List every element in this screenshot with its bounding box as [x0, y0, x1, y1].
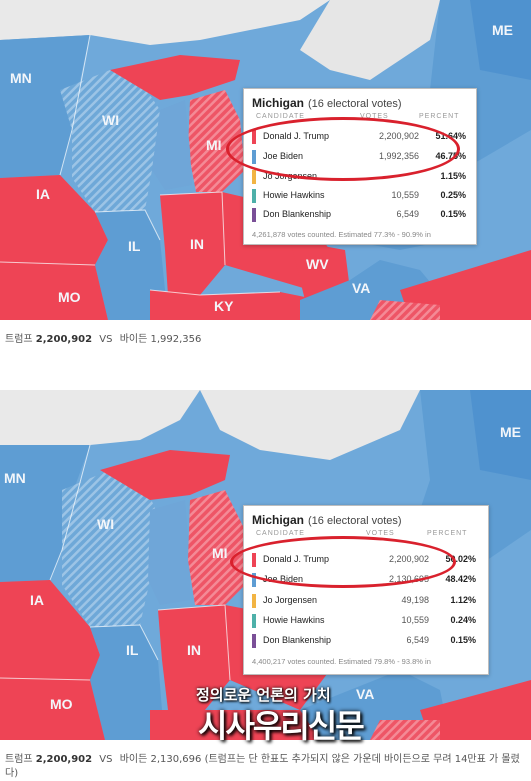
candidate-votes: 10,559: [401, 615, 429, 625]
caption-biden-label: 바이든: [119, 754, 148, 765]
candidate-percent: 48.42%: [445, 574, 476, 584]
candidate-votes: 6,549: [406, 635, 429, 645]
color-swatch: [252, 634, 256, 648]
header-votes: VOTES: [366, 530, 395, 537]
caption-trump-label: 트럼프: [5, 754, 33, 765]
state-name: Michigan: [252, 513, 305, 527]
state-label-mo: MO: [58, 289, 81, 305]
popup-footer: 4,400,217 votes counted. Estimated 79.8%…: [252, 657, 431, 666]
state-label-mn: MN: [10, 70, 32, 86]
state-label-me: ME: [500, 424, 521, 440]
state-label-ky: KY: [214, 298, 234, 314]
map-screenshot-2: MN WI MI IA IL IN MO VA ME Michigan (16 e…: [0, 390, 531, 740]
state-label-mo: MO: [50, 696, 73, 712]
state-label-va: VA: [356, 686, 375, 702]
results-popup-2: Michigan (16 electoral votes) CANDIDATE V…: [243, 505, 489, 675]
header-candidate: CANDIDATE: [256, 113, 305, 120]
candidate-percent: 1.12%: [450, 595, 476, 605]
caption-note: (트럼프는 단 한표도 추가되지 않은 가운데 바이든으로 무려 14만표 가 …: [5, 754, 520, 779]
highlight-oval: [230, 536, 456, 588]
caption-trump-votes: 2,200,902: [35, 754, 93, 765]
state-label-va: VA: [352, 280, 371, 296]
candidate-name: Howie Hawkins: [263, 615, 325, 625]
color-swatch: [252, 594, 256, 608]
candidate-name: Don Blankenship: [263, 635, 332, 645]
state-label-il: IL: [126, 642, 139, 658]
candidate-name: Howie Hawkins: [263, 190, 325, 200]
candidate-row-blankenship: Don Blankenship 6,549 0.15%: [252, 633, 480, 649]
candidate-row-hawkins: Howie Hawkins 10,559 0.25%: [252, 188, 470, 204]
caption-biden-votes: 1,992,356: [150, 334, 202, 345]
candidate-row-blankenship: Don Blankenship 6,549 0.15%: [252, 207, 470, 223]
candidate-name: Don Blankenship: [263, 209, 332, 219]
electoral-votes: (16 electoral votes): [308, 515, 402, 527]
caption-biden-label: 바이든: [119, 334, 148, 345]
watermark-name: 시사우리신문: [198, 707, 365, 745]
watermark-tagline: 정의로운 언론의 가치: [196, 686, 331, 704]
color-swatch: [252, 189, 256, 203]
candidate-row-jorgensen: Jo Jorgensen 49,198 1.12%: [252, 593, 480, 609]
caption-vs: VS: [99, 754, 113, 765]
caption-trump-votes: 2,200,902: [35, 334, 93, 345]
state-label-mi: MI: [212, 545, 228, 561]
caption-vs: VS: [99, 334, 113, 345]
candidate-percent: 0.25%: [440, 190, 466, 200]
candidate-percent: 0.15%: [440, 209, 466, 219]
candidate-name: Jo Jorgensen: [263, 595, 318, 605]
map-screenshot-1: MN WI MI IA IL IN WV MO KY VA ME Michiga…: [0, 0, 531, 320]
candidate-row-hawkins: Howie Hawkins 10,559 0.24%: [252, 613, 480, 629]
caption-biden-votes: 2,130,696: [150, 754, 202, 765]
color-swatch: [252, 573, 256, 587]
state-label-il: IL: [128, 238, 141, 254]
header-percent: PERCENT: [427, 530, 468, 537]
candidate-percent: 0.15%: [450, 635, 476, 645]
header-percent: PERCENT: [419, 113, 460, 120]
candidate-votes: 10,559: [391, 190, 419, 200]
candidate-percent: 1.15%: [440, 171, 466, 181]
candidate-votes: 6,549: [396, 209, 419, 219]
state-label-wv: WV: [306, 256, 329, 272]
state-label-in: IN: [190, 236, 204, 252]
header-votes: VOTES: [360, 113, 389, 120]
caption-trump-label: 트럼프: [5, 334, 33, 345]
highlight-oval: [226, 117, 460, 181]
candidate-percent: 50.02%: [445, 554, 476, 564]
color-swatch: [252, 614, 256, 628]
color-swatch: [252, 208, 256, 222]
electoral-votes: (16 electoral votes): [308, 98, 402, 110]
popup-footer: 4,261,878 votes counted. Estimated 77.3%…: [252, 230, 431, 239]
state-label-me: ME: [492, 22, 513, 38]
state-name: Michigan: [252, 96, 305, 110]
state-label-ia: IA: [30, 592, 44, 608]
header-candidate: CANDIDATE: [256, 530, 305, 537]
candidate-votes: 49,198: [401, 595, 429, 605]
state-label-in: IN: [187, 642, 201, 658]
state-label-wi: WI: [97, 516, 115, 532]
candidate-percent: 0.24%: [450, 615, 476, 625]
caption-2: 트럼프 2,200,902 VS 바이든 2,130,696 (트럼프는 단 한…: [5, 753, 530, 781]
state-label-ia: IA: [36, 186, 50, 202]
popup-title: Michigan (16 electoral votes): [252, 513, 402, 527]
state-label-wi: WI: [102, 112, 120, 128]
state-label-mn: MN: [4, 470, 26, 486]
color-swatch: [252, 170, 256, 184]
state-label-mi: MI: [206, 137, 222, 153]
caption-1: 트럼프 2,200,902 VS 바이든 1,992,356: [5, 333, 530, 347]
popup-title: Michigan (16 electoral votes): [252, 96, 402, 110]
